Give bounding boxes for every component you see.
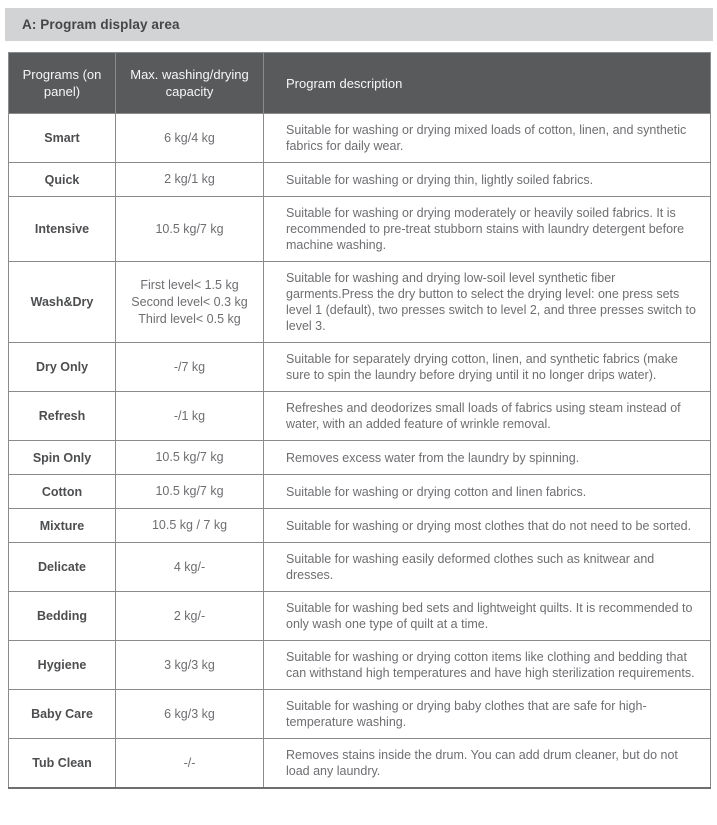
description-cell: Removes excess water from the laundry by… <box>263 440 711 475</box>
capacity-cell: 4 kg/- <box>115 542 264 592</box>
program-name-cell: Delicate <box>8 542 116 592</box>
program-name-cell: Dry Only <box>8 342 116 392</box>
program-name-cell: Spin Only <box>8 440 116 475</box>
manual-page: A: Program display area Programs (on pan… <box>5 8 713 789</box>
capacity-cell: 2 kg/- <box>115 591 264 641</box>
description-cell: Suitable for washing or drying most clot… <box>263 508 711 543</box>
programs-table: Programs (on panel) Max. washing/drying … <box>8 52 711 789</box>
description-cell: Suitable for washing bed sets and lightw… <box>263 591 711 641</box>
capacity-cell: 10.5 kg/7 kg <box>115 196 264 262</box>
section-title-bar: A: Program display area <box>5 8 713 41</box>
description-cell: Suitable for washing or drying moderatel… <box>263 196 711 262</box>
program-name-cell: Quick <box>8 162 116 197</box>
table-row: Delicate 4 kg/- Suitable for washing easil… <box>8 542 711 592</box>
description-cell: Suitable for washing and drying low-soil… <box>263 261 711 343</box>
description-cell: Removes stains inside the drum. You can … <box>263 738 711 789</box>
table-row: Wash&Dry First level< 1.5 kg Second level… <box>8 261 711 343</box>
column-header-programs: Programs (on panel) <box>8 52 116 114</box>
program-name-cell: Mixture <box>8 508 116 543</box>
program-name-cell: Cotton <box>8 474 116 509</box>
program-name-cell: Baby Care <box>8 689 116 739</box>
description-cell: Suitable for washing or drying baby clot… <box>263 689 711 739</box>
column-header-capacity: Max. washing/drying capacity <box>115 52 264 114</box>
table-row: Quick 2 kg/1 kg Suitable for washing or dr… <box>8 162 711 197</box>
capacity-cell: First level< 1.5 kg Second level< 0.3 kg… <box>115 261 264 343</box>
capacity-cell: 6 kg/4 kg <box>115 113 264 163</box>
program-name-cell: Wash&Dry <box>8 261 116 343</box>
table-row: Hygiene 3 kg/3 kg Suitable for washing or … <box>8 640 711 690</box>
section-title: A: Program display area <box>22 17 180 32</box>
table-row: Cotton 10.5 kg/7 kg Suitable for washing o… <box>8 474 711 509</box>
table-row: Refresh -/1 kg Refreshes and deodorizes sm… <box>8 391 711 441</box>
table-row: Bedding 2 kg/- Suitable for washing bed se… <box>8 591 711 641</box>
table-header-row: Programs (on panel) Max. washing/drying … <box>8 52 711 114</box>
program-name-cell: Intensive <box>8 196 116 262</box>
description-cell: Suitable for separately drying cotton, l… <box>263 342 711 392</box>
program-name-cell: Refresh <box>8 391 116 441</box>
table-row: Baby Care 6 kg/3 kg Suitable for washing o… <box>8 689 711 739</box>
description-cell: Suitable for washing or drying mixed loa… <box>263 113 711 163</box>
capacity-cell: 2 kg/1 kg <box>115 162 264 197</box>
capacity-cell: 10.5 kg / 7 kg <box>115 508 264 543</box>
table-row: Spin Only 10.5 kg/7 kg Removes excess wate… <box>8 440 711 475</box>
capacity-cell: 3 kg/3 kg <box>115 640 264 690</box>
program-name-cell: Hygiene <box>8 640 116 690</box>
capacity-cell: -/1 kg <box>115 391 264 441</box>
table-row: Tub Clean -/- Removes stains inside the dr… <box>8 738 711 789</box>
description-cell: Suitable for washing easily deformed clo… <box>263 542 711 592</box>
description-cell: Suitable for washing or drying cotton it… <box>263 640 711 690</box>
table-row: Dry Only -/7 kg Suitable for separately dr… <box>8 342 711 392</box>
capacity-cell: -/7 kg <box>115 342 264 392</box>
table-row: Mixture 10.5 kg / 7 kg Suitable for washin… <box>8 508 711 543</box>
description-cell: Refreshes and deodorizes small loads of … <box>263 391 711 441</box>
capacity-cell: -/- <box>115 738 264 789</box>
program-name-cell: Smart <box>8 113 116 163</box>
description-cell: Suitable for washing or drying cotton an… <box>263 474 711 509</box>
table-row: Intensive 10.5 kg/7 kg Suitable for washin… <box>8 196 711 262</box>
program-name-cell: Bedding <box>8 591 116 641</box>
table-row: Smart 6 kg/4 kg Suitable for washing or dr… <box>8 113 711 163</box>
capacity-cell: 10.5 kg/7 kg <box>115 474 264 509</box>
capacity-cell: 6 kg/3 kg <box>115 689 264 739</box>
description-cell: Suitable for washing or drying thin, lig… <box>263 162 711 197</box>
program-name-cell: Tub Clean <box>8 738 116 789</box>
capacity-cell: 10.5 kg/7 kg <box>115 440 264 475</box>
column-header-description: Program description <box>263 52 711 114</box>
